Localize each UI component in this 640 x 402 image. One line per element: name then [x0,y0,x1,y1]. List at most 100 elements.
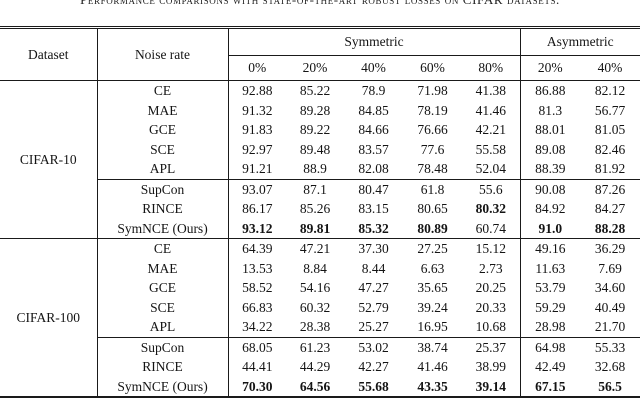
value-cell: 90.08 [519,178,581,199]
table-row: SymNCE (Ours) 70.30 64.56 55.68 43.35 39.14 67… [0,376,640,397]
method-label: SCE [96,297,228,317]
table-row: SupCon 68.05 61.23 53.02 38.74 25.37 64.98 55.3… [0,336,640,357]
value-cell: 64.98 [519,336,581,357]
value-cell: 36.29 [580,238,640,259]
method-label: SymNCE (Ours) [96,218,228,239]
value-cell: 91.21 [227,159,286,179]
value-cell: 78.19 [417,102,448,118]
value-cell: 28.98 [519,317,581,337]
value-cell: 83.57 [358,141,389,157]
value-cell: 68.05 [227,336,286,357]
value-cell: 89.08 [519,139,581,159]
value-cell: 88.28 [594,220,626,236]
value-cell: 61.8 [403,178,462,199]
table-caption: Performance comparisons with state-of-th… [0,0,640,10]
value-cell: 59.29 [519,297,581,317]
value-cell: 93.07 [227,178,286,199]
method-label: CE [96,80,228,101]
results-table-body: CIFAR-10 CE 92.88 85.22 78.9 71.98 41.38 86.88 8… [0,80,640,397]
method-label: SCE [96,139,228,159]
value-cell: 85.32 [358,220,389,236]
value-cell: 28.38 [299,319,331,334]
value-cell: 89.81 [299,220,331,236]
value-cell: 81.3 [519,100,581,120]
value-cell: 47.27 [358,280,389,295]
value-cell: 34.22 [227,317,286,337]
value-cell: 84.66 [358,122,389,137]
value-cell: 56.77 [594,102,626,118]
table-row: CIFAR-100 CE 64.39 47.21 37.30 27.25 15.12 49.1… [0,238,640,397]
table-header: Dataset Noise rate Symmetric Asymmetric … [0,27,640,81]
method-label: RINCE [96,199,228,219]
value-cell: 78.9 [361,83,386,98]
value-cell: 92.88 [227,80,286,101]
col-header-asym-20: 20% [519,55,581,81]
value-cell: 77.6 [420,141,445,157]
table-row: SCE 92.97 89.48 83.57 77.6 55.58 89.08 82.46 [0,139,640,159]
value-cell: 92.97 [227,139,286,159]
method-label: CE [96,238,228,259]
value-cell: 78.48 [417,161,448,176]
value-cell: 89.22 [299,122,331,137]
value-cell: 35.65 [417,280,448,295]
value-cell: 55.33 [580,336,640,357]
value-cell: 89.48 [299,141,331,157]
value-cell: 84.27 [594,201,626,216]
value-cell: 88.39 [519,159,581,179]
value-cell: 64.39 [227,238,286,259]
value-cell: 84.85 [358,102,389,118]
value-cell: 38.99 [475,359,506,374]
value-cell: 88.9 [303,161,327,176]
value-cell: 49.16 [519,238,581,259]
value-cell: 66.83 [227,297,286,317]
value-cell: 44.41 [227,357,286,377]
table-row: MAE 91.32 89.28 84.85 78.19 41.46 81.3 56.77 [0,100,640,120]
method-label: MAE [96,258,228,278]
value-cell: 55.6 [462,178,521,199]
value-cell: 8.84 [303,260,327,276]
value-cell: 7.69 [598,260,622,276]
value-cell: 47.21 [286,238,344,259]
col-header-sym-20: 20% [286,55,344,81]
value-cell: 80.47 [344,178,403,199]
value-cell: 6.63 [420,260,445,276]
value-cell: 25.27 [358,319,389,334]
table-row: MAE 13.53 8.84 8.44 6.63 2.73 11.63 7.69 [0,258,640,278]
value-cell: 82.08 [358,161,389,176]
value-cell: 53.79 [519,278,581,298]
results-table: Dataset Noise rate Symmetric Asymmetric … [0,26,640,398]
value-cell: 58.52 [227,278,286,298]
value-cell: 82.46 [594,141,626,157]
value-cell: 15.12 [462,238,521,259]
col-group-symmetric: Symmetric [227,27,521,56]
method-label: GCE [96,120,228,140]
value-cell: 88.01 [519,120,581,140]
method-label: SupCon [96,178,228,199]
value-cell: 42.49 [519,357,581,377]
col-header-noise-rate: Noise rate [96,27,228,81]
value-cell: 85.26 [299,201,331,216]
table-row: GCE 91.83 89.22 84.66 76.66 42.21 88.01 81.05 [0,120,640,140]
dataset-label: CIFAR-100 [0,238,97,397]
value-cell: 42.27 [358,359,389,374]
value-cell: 27.25 [403,238,462,259]
value-cell: 86.88 [519,80,581,101]
method-label: APL [96,317,228,337]
value-cell: 40.49 [594,299,626,315]
method-label: APL [96,159,228,179]
value-cell: 85.22 [299,83,331,98]
value-cell: 43.35 [417,378,448,394]
value-cell: 60.74 [475,220,506,236]
value-cell: 16.95 [417,319,448,334]
value-cell: 87.1 [286,178,344,199]
value-cell: 60.32 [299,299,331,315]
table-row: SupCon 93.07 87.1 80.47 61.8 55.6 90.08 87.26 [0,178,640,199]
value-cell: 91.32 [227,100,286,120]
value-cell: 67.15 [519,376,581,397]
table-row: SCE 66.83 60.32 52.79 39.24 20.33 59.29 40.49 [0,297,640,317]
value-cell: 86.17 [227,199,286,219]
value-cell: 44.29 [299,359,331,374]
value-cell: 82.12 [594,83,626,98]
table-row: CIFAR-10 CE 92.88 85.22 78.9 71.98 41.38 86.88 8… [0,80,640,167]
value-cell: 71.98 [417,83,448,98]
